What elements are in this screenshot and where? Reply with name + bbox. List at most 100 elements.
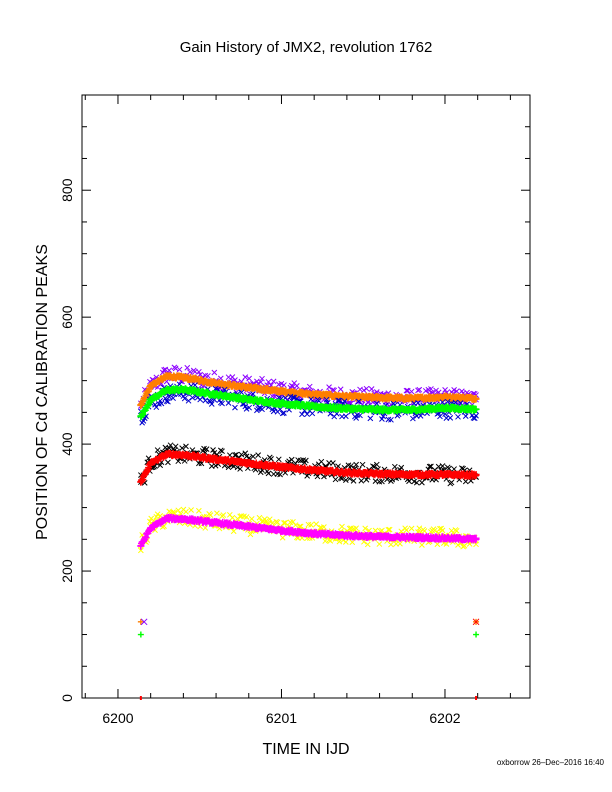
data-point [196, 368, 202, 375]
anchor-point [310, 530, 318, 538]
x-tick-label: 6200 [102, 710, 133, 726]
data-point [385, 526, 392, 533]
data-point [281, 520, 287, 526]
data-point [203, 446, 210, 452]
data-point [455, 542, 461, 548]
data-point [321, 524, 327, 530]
data-point [167, 442, 174, 449]
data-point [442, 386, 448, 393]
anchor-point [179, 451, 187, 459]
data-point [166, 393, 173, 400]
series-1 [137, 372, 480, 409]
data-point [170, 395, 176, 402]
series-3 [137, 384, 480, 421]
data-point [282, 469, 289, 476]
data-point [250, 391, 256, 397]
data-point [196, 507, 202, 514]
data-point [163, 398, 170, 404]
data-point [293, 382, 300, 389]
data-point [341, 398, 348, 405]
data-point [161, 367, 167, 373]
data-point [214, 510, 220, 517]
data-point [439, 527, 446, 534]
data-point [246, 404, 253, 411]
x-axis-label: TIME IN IJD [262, 741, 349, 758]
data-point [277, 471, 283, 478]
data-point [242, 374, 249, 380]
data-point [342, 413, 349, 420]
anchor-point [245, 396, 253, 404]
data-point [248, 516, 255, 522]
data-point [242, 450, 249, 457]
data-point [166, 367, 173, 374]
data-point [306, 383, 313, 390]
data-point [439, 463, 446, 469]
data-point [157, 462, 164, 469]
data-point [342, 477, 349, 483]
data-point [165, 459, 171, 466]
data-point [403, 527, 410, 533]
data-point [339, 523, 345, 530]
data-point [453, 388, 460, 395]
data-point [368, 386, 375, 392]
isolated-point [137, 631, 144, 638]
data-point [257, 379, 264, 385]
data-point [165, 398, 171, 405]
tick-labels: 6200 6201 6202 0 200 400 600 800 [59, 178, 461, 726]
anchor-point [441, 404, 449, 412]
anchor-point [472, 535, 480, 543]
data-point [327, 410, 334, 417]
data-point [439, 399, 446, 406]
data-point [175, 507, 182, 514]
data-point [443, 541, 450, 547]
anchor-point [163, 372, 171, 380]
data-point [202, 525, 209, 531]
data-point [237, 466, 243, 472]
data-point [373, 400, 380, 407]
data-point [270, 378, 277, 385]
data-point [408, 388, 415, 395]
x-tick-label: 6201 [266, 710, 297, 726]
data-point [181, 395, 188, 402]
data-point [426, 463, 433, 470]
data-point [179, 445, 185, 452]
data-point [186, 369, 193, 375]
data-point [153, 404, 160, 411]
data-point [373, 461, 380, 468]
data-point [189, 394, 196, 401]
data-point [353, 525, 360, 532]
data-point [265, 379, 272, 385]
anchor-point [163, 514, 171, 522]
data-point [238, 451, 245, 458]
data-point [212, 462, 219, 469]
y-tick-label: 400 [59, 432, 75, 456]
anchor-point [147, 396, 155, 404]
anchor-point [245, 523, 253, 531]
data-point [421, 528, 428, 534]
anchor-point [408, 406, 416, 414]
data-point [308, 396, 314, 403]
anchor-point [310, 391, 318, 399]
isolated-point [137, 618, 144, 625]
data-point [349, 539, 356, 546]
data-point [330, 460, 336, 466]
data-point [279, 534, 286, 541]
y-tick-label: 0 [59, 694, 75, 702]
data-point [447, 415, 454, 421]
data-point [335, 397, 341, 404]
anchor-point [147, 459, 155, 467]
data-point [207, 512, 214, 519]
data-point [355, 398, 362, 405]
data-point [211, 369, 218, 376]
data-point [243, 514, 250, 520]
anchor-point [212, 519, 220, 527]
plot-frame [81, 94, 531, 699]
data-point [337, 386, 344, 393]
data-point [205, 372, 211, 379]
anchor-point [408, 533, 416, 541]
data-point [268, 456, 274, 462]
anchor-point [343, 469, 351, 477]
data-point [281, 382, 287, 388]
isolated-point [473, 631, 480, 638]
